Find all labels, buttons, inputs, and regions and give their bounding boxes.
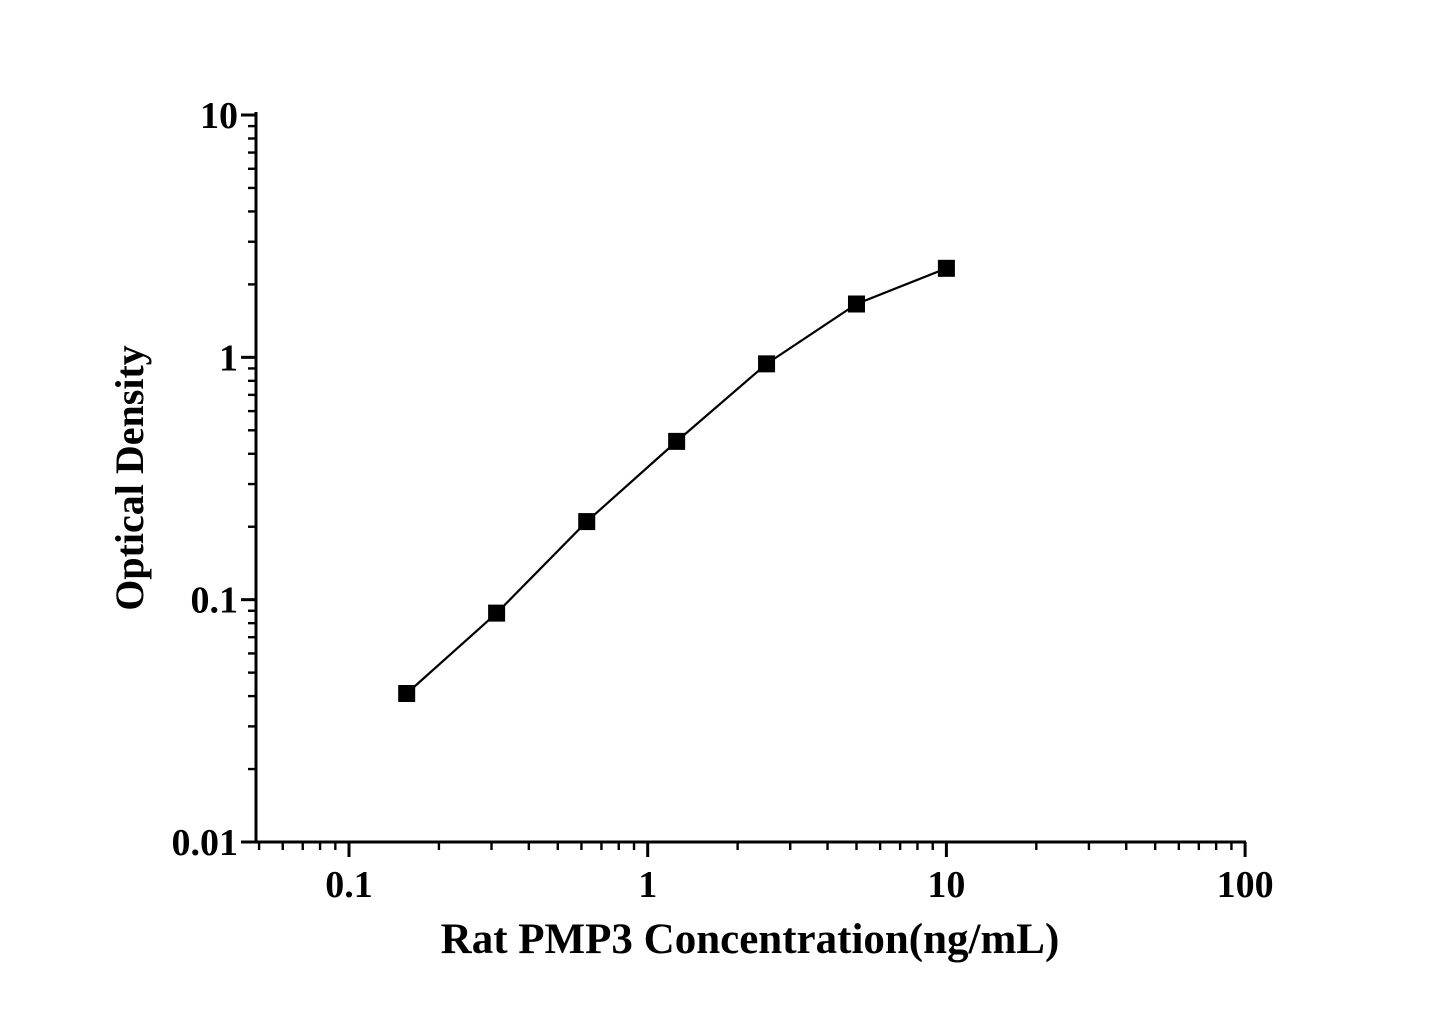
x-tick-label: 100 <box>1217 864 1274 906</box>
data-point-marker <box>488 604 506 622</box>
data-point-marker <box>668 432 686 450</box>
y-tick-label: 0.01 <box>172 822 239 864</box>
data-point-marker <box>578 513 596 531</box>
series-line <box>405 267 947 695</box>
y-tick-label: 1 <box>219 337 238 379</box>
data-point-marker <box>758 355 776 373</box>
x-axis-title: Rat PMP3 Concentration(ng/mL) <box>441 916 1060 963</box>
x-tick-label: 10 <box>927 864 965 906</box>
x-tick-label: 1 <box>638 864 657 906</box>
data-point-marker <box>398 685 416 703</box>
data-point-marker <box>847 295 865 313</box>
y-axis-title: Optical Density <box>107 345 152 611</box>
y-tick-label: 10 <box>200 95 238 137</box>
data-point-marker <box>937 259 955 277</box>
x-tick-label: 0.1 <box>325 864 373 906</box>
y-tick-label: 0.1 <box>191 580 239 622</box>
